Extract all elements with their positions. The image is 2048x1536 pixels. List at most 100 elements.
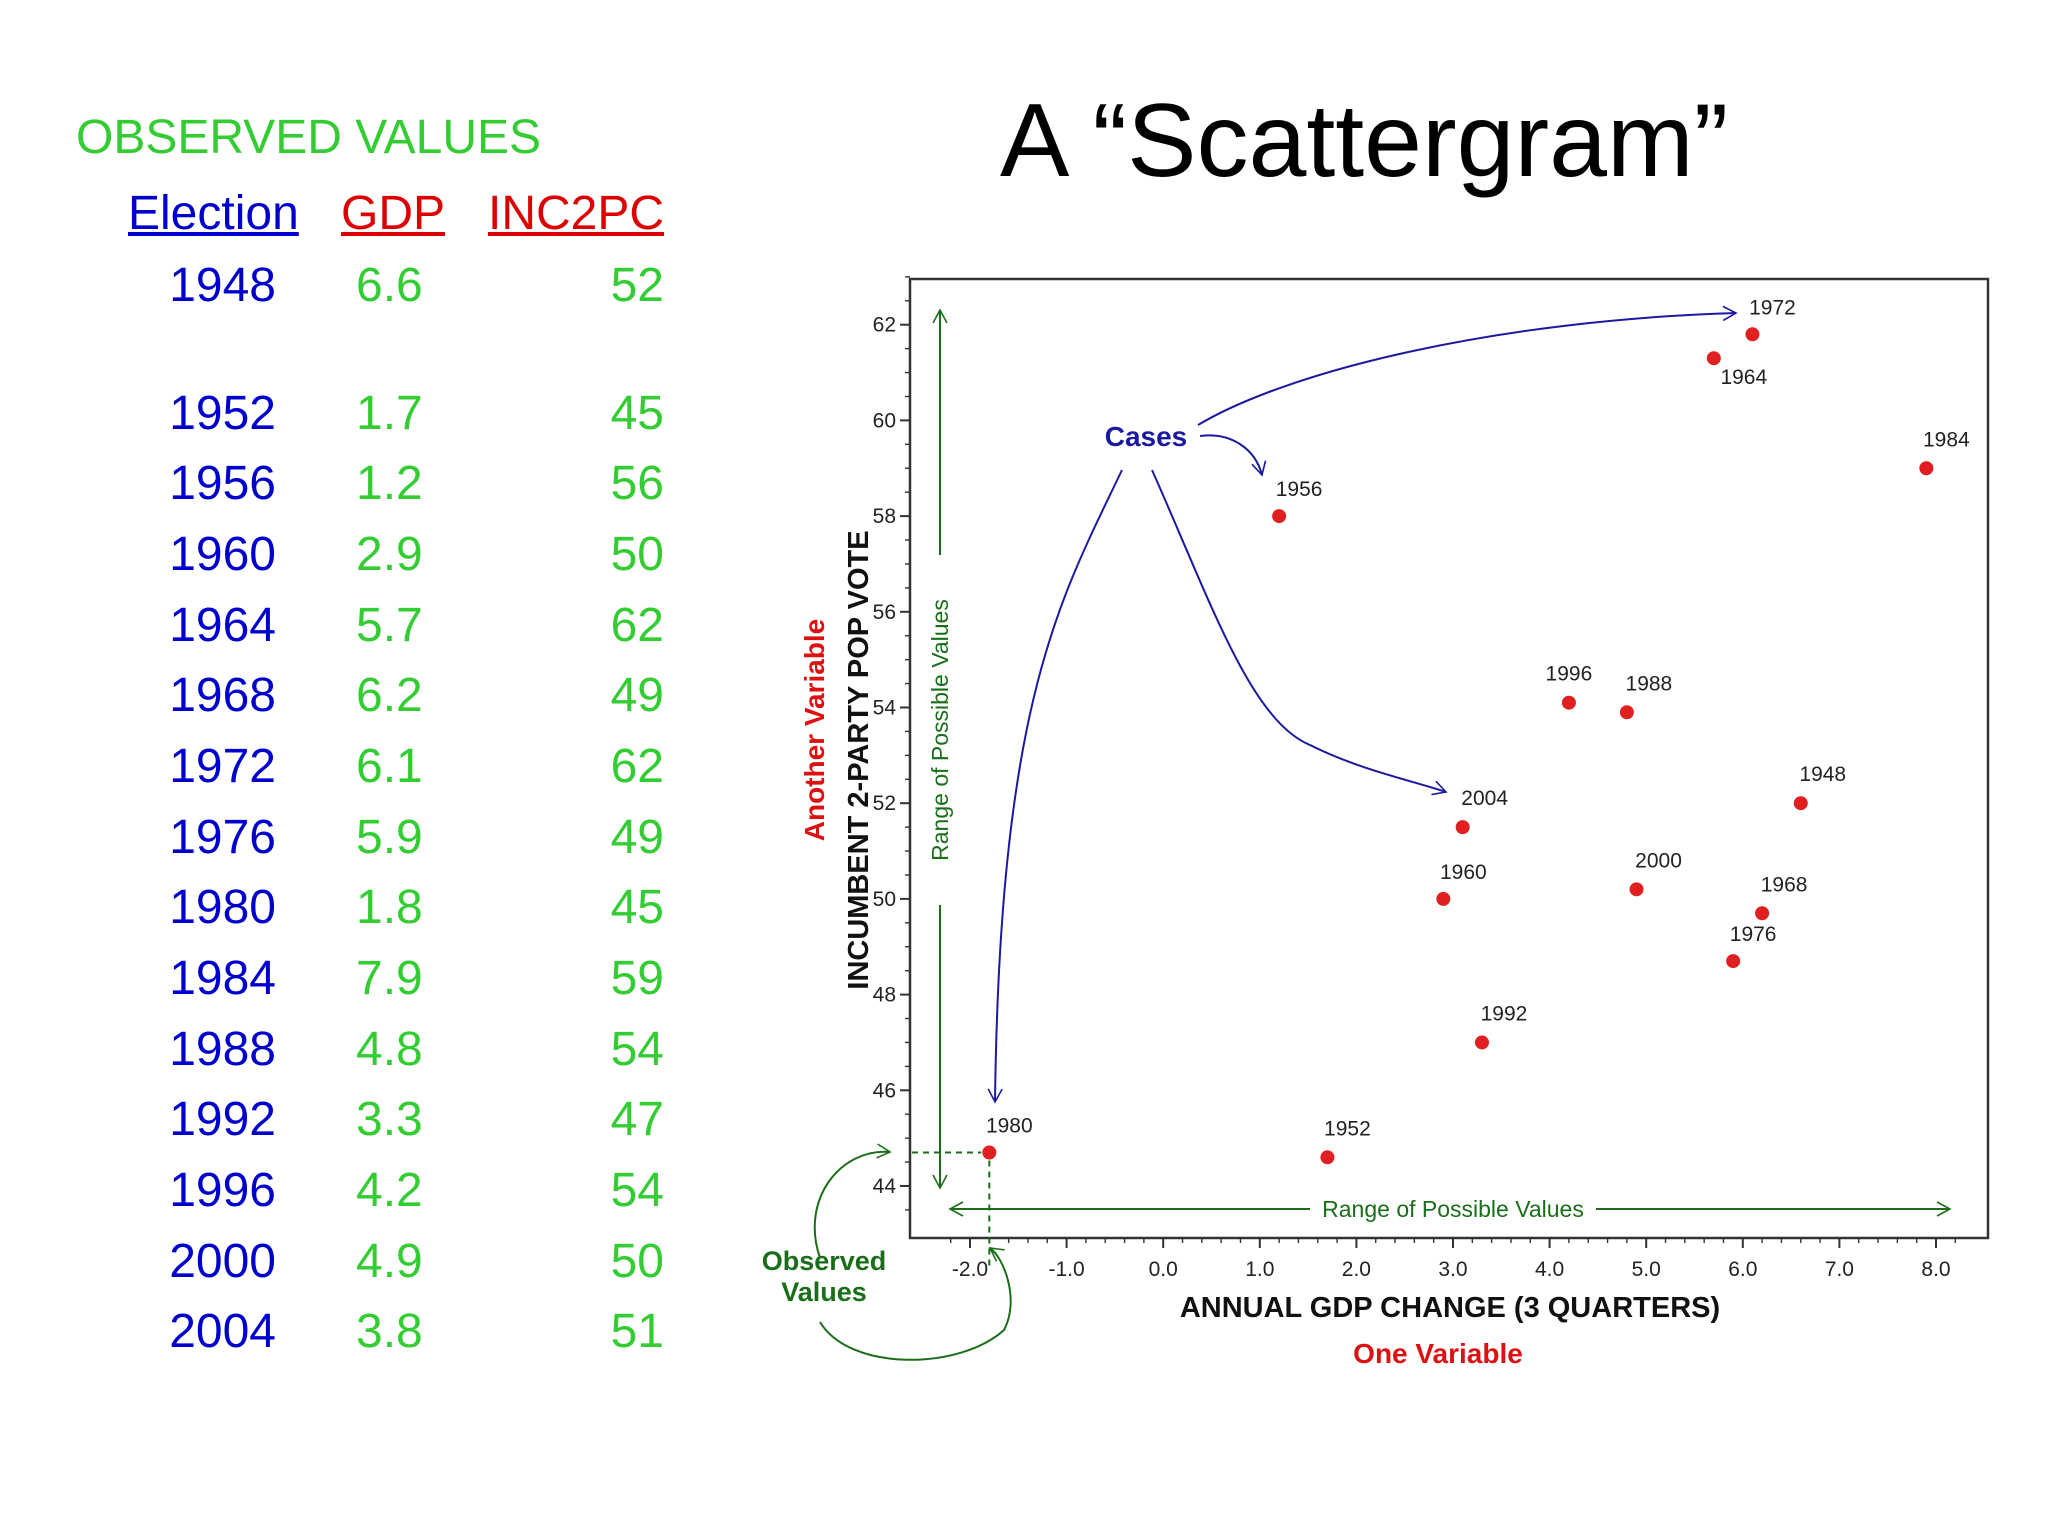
gdp-column-header: GDP (341, 187, 446, 240)
observed-label-line2: Values (781, 1277, 867, 1307)
table-cell-inc: 50 (610, 528, 664, 581)
point-label: 1996 (1546, 663, 1593, 686)
table-cell-inc: 56 (610, 457, 664, 510)
y-tick-label: 62 (873, 314, 896, 337)
point-label: 1980 (986, 1115, 1033, 1138)
table-cell-inc: 59 (610, 952, 664, 1005)
table-cell-inc: 51 (610, 1305, 664, 1358)
table-cell-year: 1972 (169, 740, 276, 793)
observed-label-line1: Observed (762, 1246, 887, 1276)
table-cell-gdp: 6.2 (356, 669, 423, 722)
cases-arrow-2004 (1151, 469, 1448, 796)
table-cell-year: 1964 (169, 599, 276, 652)
data-point (982, 1145, 997, 1160)
observed-values-heading: OBSERVED VALUES (76, 111, 542, 164)
data-point (1436, 891, 1451, 906)
point-label: 1988 (1626, 672, 1673, 695)
table-cell-gdp: 6.1 (356, 740, 423, 793)
table-cell-inc: 54 (610, 1164, 664, 1217)
election-column-header: Election (128, 187, 299, 240)
cases-arrow-1980 (987, 469, 1123, 1104)
chart-guides: Range of Possible Values Range of Possibl… (762, 305, 1952, 1361)
point-label: 1992 (1481, 1002, 1528, 1025)
table-cell-year: 1952 (169, 387, 276, 440)
table-cell-year: 1960 (169, 528, 276, 581)
point-label: 2004 (1461, 787, 1508, 810)
point-label: 1952 (1324, 1117, 1371, 1140)
table-cell-inc: 54 (610, 1023, 664, 1076)
x-tick-label: 5.0 (1632, 1258, 1661, 1281)
table-cell-year: 2000 (169, 1235, 276, 1288)
point-label: 1976 (1730, 923, 1777, 946)
table-cell-year: 1996 (169, 1164, 276, 1217)
chart-axes: -2.0 -1.0 0.0 1.0 2.0 3.0 4.0 5.0 6.0 7.0 8.0 44 46 4… (799, 276, 1990, 1369)
table-cell-year: 1948 (169, 259, 276, 312)
table-cell-year: 1956 (169, 457, 276, 510)
point-label: 1984 (1923, 428, 1970, 451)
data-point (1272, 509, 1287, 524)
point-label: 1956 (1276, 478, 1323, 501)
table-cell-year: 1980 (169, 881, 276, 934)
x-tick-label: -1.0 (1049, 1258, 1085, 1281)
data-point (1455, 820, 1470, 835)
table-cell-gdp: 5.7 (356, 599, 423, 652)
y-tick-label: 44 (873, 1175, 897, 1198)
y-tick-label: 50 (873, 888, 896, 911)
x-range-label: Range of Possible Values (1322, 1196, 1584, 1222)
table-cell-gdp: 4.2 (356, 1164, 423, 1217)
table-cell-inc: 50 (610, 1235, 664, 1288)
data-point (1629, 882, 1644, 897)
table-cell-gdp: 1.8 (356, 881, 423, 934)
table-cell-gdp: 1.7 (356, 387, 423, 440)
table-cell-inc: 47 (610, 1093, 664, 1146)
x-tick-label: 2.0 (1342, 1258, 1371, 1281)
x-axis-title: ANNUAL GDP CHANGE (3 QUARTERS) (1180, 1292, 1720, 1324)
table-cell-inc: 49 (610, 669, 664, 722)
x-tick-label: 8.0 (1921, 1258, 1950, 1281)
table-cell-year: 1968 (169, 669, 276, 722)
x-tick-label: -2.0 (952, 1258, 988, 1281)
point-label: 1972 (1749, 296, 1796, 319)
observed-arrow-x (819, 1247, 1012, 1361)
table-cell-inc: 45 (610, 387, 664, 440)
table-cell-year: 1988 (169, 1023, 276, 1076)
table-cell-gdp: 4.8 (356, 1023, 423, 1076)
table-cell-inc: 62 (610, 599, 664, 652)
x-tick-label: 6.0 (1728, 1258, 1757, 1281)
table-cell-gdp: 3.3 (356, 1093, 423, 1146)
y-tick-label: 52 (873, 792, 896, 815)
y-tick-label: 58 (873, 505, 896, 528)
table-cell-gdp: 2.9 (356, 528, 423, 581)
y-tick-label: 48 (873, 984, 896, 1007)
table-cell-year: 1984 (169, 952, 276, 1005)
y-axis-title: INCUMBENT 2-PARTY POP VOTE (843, 530, 875, 989)
x-tick-label: 7.0 (1825, 1258, 1854, 1281)
y-tick-label: 56 (873, 601, 896, 624)
table-cell-inc: 62 (610, 740, 664, 793)
x-tick-label: 0.0 (1149, 1258, 1178, 1281)
table-cell-year: 1992 (169, 1093, 276, 1146)
one-variable-label: One Variable (1353, 1338, 1523, 1369)
table-cell-inc: 52 (610, 259, 664, 312)
y-tick-label: 46 (873, 1079, 896, 1102)
point-label: 2000 (1635, 849, 1682, 872)
data-point (1745, 327, 1760, 342)
table-cell-inc: 45 (610, 881, 664, 934)
table-cell-year: 2004 (169, 1305, 276, 1358)
plot-frame (908, 277, 1990, 1240)
point-label: 1960 (1440, 861, 1487, 884)
point-label: 1968 (1761, 873, 1808, 896)
slide-title: A “Scattergram” (1000, 83, 1729, 199)
cases-arrow-1956 (1199, 434, 1267, 477)
y-tick-label: 60 (873, 409, 896, 432)
table-cell-gdp: 3.8 (356, 1305, 423, 1358)
cases-arrow-1972 (1197, 305, 1738, 426)
chart-points (982, 327, 1934, 1165)
chart-labels: 1948 1952 1956 1960 1964 1968 1972 1976 1980 1984… (986, 296, 1970, 1140)
table-cell-inc: 49 (610, 811, 664, 864)
another-variable-label: Another Variable (799, 619, 830, 842)
data-point (1561, 695, 1576, 710)
data-point (1320, 1150, 1335, 1165)
y-tick-label: 54 (873, 697, 897, 720)
y-range-label: Range of Possible Values (927, 599, 953, 861)
